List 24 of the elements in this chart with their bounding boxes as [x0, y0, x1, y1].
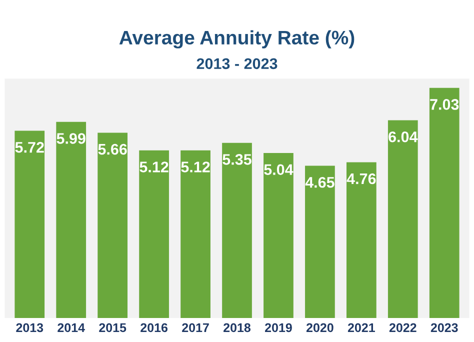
- data-label: 5.12: [181, 162, 210, 172]
- data-label: 5.12: [140, 162, 168, 172]
- x-tick-label: 2016: [140, 323, 168, 332]
- x-tick-label: 2023: [430, 323, 458, 332]
- x-tick-label: 2022: [389, 323, 416, 332]
- data-label: 4.76: [346, 173, 376, 184]
- data-label: 5.72: [15, 142, 44, 153]
- x-tick-label: 2020: [306, 323, 334, 332]
- data-label: 5.66: [98, 144, 127, 155]
- data-label: 4.65: [305, 176, 334, 188]
- data-label: 5.04: [264, 164, 294, 176]
- x-tick-label: 2014: [58, 323, 85, 332]
- data-label: 6.04: [388, 131, 418, 142]
- x-tick-label: 2017: [182, 323, 209, 332]
- x-tick-label: 2021: [348, 323, 375, 332]
- chart-subtitle: 2013 - 2023: [196, 58, 278, 70]
- data-label: 5.35: [222, 154, 252, 165]
- data-label: 7.03: [430, 99, 459, 110]
- x-tick-label: 2015: [99, 323, 126, 332]
- data-label: 5.99: [56, 133, 86, 144]
- x-tick-label: 2018: [224, 323, 251, 332]
- x-tick-label: 2013: [16, 323, 44, 332]
- x-tick-label: 2019: [265, 323, 292, 332]
- chart-title: Average Annuity Rate (%): [119, 30, 354, 48]
